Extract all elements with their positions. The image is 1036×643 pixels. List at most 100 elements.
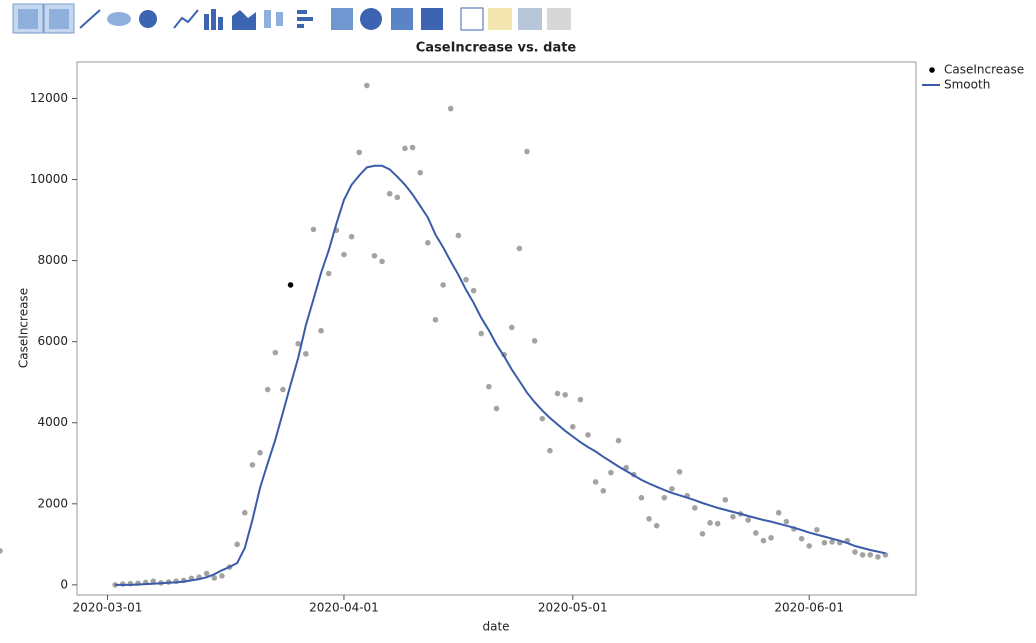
point [432,316,439,323]
point [829,539,835,545]
icon [264,10,271,28]
point [692,505,698,511]
point [554,390,561,397]
point [569,423,576,430]
point [806,543,813,549]
icon [276,12,283,26]
point [325,270,332,277]
point [295,340,301,347]
icon [547,8,571,30]
icon [518,8,542,30]
icon [107,12,131,26]
point [676,468,683,475]
point [547,447,553,454]
icon [421,8,443,30]
icon [297,17,313,21]
point [608,469,614,476]
icon [18,9,38,29]
point [425,239,431,246]
y-tick-label: 12000 [30,91,68,105]
point [371,252,378,259]
point [219,573,225,579]
point [875,554,881,560]
point [211,575,218,581]
point [249,462,256,468]
point [455,232,462,239]
point [234,541,240,548]
point [562,391,568,398]
icon [297,24,304,28]
plot-frame [76,61,917,596]
icon [360,8,382,30]
y-tick-label: 8000 [37,253,68,267]
smooth-line [115,164,886,586]
point [753,530,759,536]
icon [204,14,209,30]
icon [49,9,69,29]
point [409,144,416,151]
point [585,432,591,438]
point [463,276,469,283]
toolbar [12,3,571,34]
icon [218,17,223,30]
point [508,324,515,331]
point [310,226,317,233]
icon [297,10,307,14]
point [272,349,279,356]
point [524,148,530,155]
icon [79,9,101,29]
point [615,437,622,444]
point [264,386,271,393]
point [203,570,210,577]
icon [460,7,484,31]
x-tick-label: 2020-05-01 [538,601,608,615]
point [852,549,858,555]
x-tick-label: 2020-03-01 [73,601,143,615]
point [394,194,401,201]
point [600,488,607,494]
icon [391,8,413,30]
point [577,396,584,403]
icon [331,8,353,30]
point [0,548,3,554]
point [303,351,309,357]
point [638,494,645,501]
point [287,282,294,288]
point [867,552,874,558]
point [592,479,599,485]
icon [488,8,512,30]
point [775,509,782,516]
point [486,383,492,390]
point [257,449,263,456]
y-tick-label: 2000 [37,496,68,510]
point [760,537,767,544]
point [364,82,370,89]
point [386,190,393,197]
point [707,520,713,526]
icon [232,10,256,30]
point [318,327,324,334]
point [798,535,805,542]
icon [211,9,216,30]
point [478,330,485,337]
point [814,526,820,533]
icon [173,9,199,29]
icon[interactable] [139,10,157,28]
point [531,338,538,344]
point [646,515,652,522]
point [356,149,363,156]
point [280,386,286,393]
point [722,496,729,503]
point [539,415,546,422]
y-tick-label: 4000 [37,415,68,429]
x-tick-label: 2020-04-01 [309,601,379,615]
x-axis-label: date [482,620,509,634]
point [859,552,866,558]
point [516,245,523,252]
point [447,105,454,112]
point [745,517,751,523]
point [730,513,736,520]
y-tick-label: 0 [60,577,68,591]
